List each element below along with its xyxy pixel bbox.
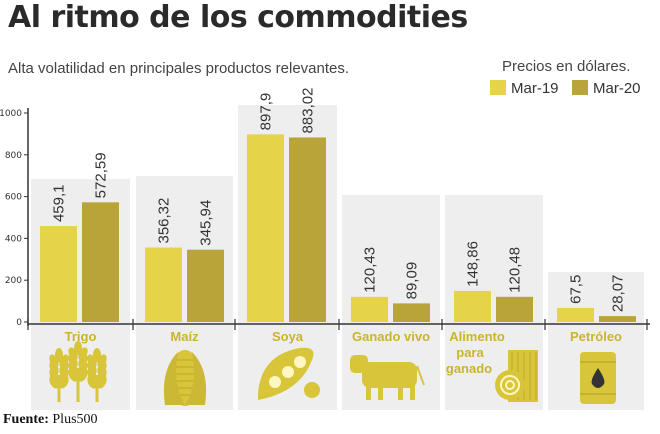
oil-barrel-icon	[580, 352, 616, 404]
wheat-grain-0-3b	[59, 375, 69, 389]
corn-husk-left	[163, 352, 185, 405]
bar-value-label-4-0: 148,86	[465, 241, 482, 287]
soybean-icon	[258, 347, 320, 400]
y-tick-label-3: 600	[5, 193, 22, 203]
wheat-tip-1	[74, 341, 82, 355]
y-tick-label-4: 800	[5, 151, 22, 161]
wheat-grain-0-3a	[49, 375, 59, 389]
hay-roll-ring-2	[505, 380, 515, 390]
bar-value-label-5-1: 28,07	[610, 275, 627, 313]
wheat-grain-1-3a	[68, 368, 78, 382]
y-tick-label-1: 200	[5, 276, 22, 286]
bar-value-label-5-0: 67,5	[568, 275, 585, 304]
bar-2-1	[289, 137, 326, 322]
chart-subtitle: Alta volatilidad en principales producto…	[8, 60, 350, 77]
legend-item-mar19: Mar-19	[490, 80, 559, 97]
wheat-tip-0	[55, 348, 63, 362]
source-label: Fuente:	[3, 412, 49, 427]
cow-head	[350, 355, 368, 373]
bar-0-0	[40, 226, 77, 322]
bar-value-label-3-1: 89,09	[404, 262, 421, 300]
category-label-0: Trigo	[65, 329, 97, 344]
cow-leg-1	[366, 384, 371, 400]
legend-label-mar19: Mar-19	[511, 80, 559, 97]
bar-value-label-4-1: 120,48	[507, 247, 524, 293]
category-label-5: Petróleo	[570, 329, 622, 344]
legend-swatch-mar19	[490, 80, 506, 95]
bar-value-label-0-0: 459,1	[51, 185, 68, 223]
bar-1-0	[145, 247, 182, 322]
cow-leg-3	[398, 384, 403, 400]
bar-4-1	[496, 296, 533, 322]
hay-roll-ring-1	[500, 375, 520, 395]
y-tick-label-0: 0	[16, 318, 22, 328]
bar-4-0	[454, 290, 491, 322]
y-tick-label-2: 400	[5, 234, 22, 244]
bar-5-0	[557, 307, 594, 322]
bar-value-label-1-0: 356,32	[156, 198, 173, 244]
category-label-3: Ganado vivo	[352, 329, 430, 344]
category-label-2: Soya	[272, 329, 304, 344]
bar-1-1	[187, 249, 224, 322]
category-label-1: Maíz	[170, 329, 199, 344]
legend-item-mar20: Mar-20	[572, 80, 641, 97]
bar-value-label-3-0: 120,43	[362, 247, 379, 293]
bar-value-label-0-1: 572,59	[93, 152, 110, 198]
wheat-tip-2	[93, 348, 101, 362]
legend-swatch-mar20	[572, 80, 588, 95]
oil-drop	[591, 368, 605, 388]
bar-3-0	[351, 296, 388, 322]
corn-husk-right	[185, 352, 207, 405]
corn-icon	[163, 350, 207, 406]
bar-value-label-2-1: 883,02	[300, 88, 317, 134]
cattle-icon	[350, 355, 425, 400]
bar-0-1	[82, 202, 119, 322]
cow-tail	[416, 365, 425, 386]
wheat-icon	[49, 341, 107, 402]
cow-leg-2	[378, 384, 383, 400]
wheat-grain-1-3b	[78, 368, 88, 382]
price-note: Precios en dólares.	[502, 58, 631, 75]
y-tick-label-5: 1000	[0, 109, 22, 119]
soy-bean-3	[294, 356, 306, 368]
wheat-grain-2-3b	[97, 375, 107, 389]
soy-bean-2	[282, 366, 294, 378]
bar-value-label-2-0: 897,9	[258, 93, 275, 131]
hay-bale-icon	[495, 350, 538, 402]
category-label-4-1: para	[456, 345, 484, 360]
chart-title: Al ritmo de los commodities	[8, 0, 468, 35]
category-label-4-0: Alimento	[449, 329, 505, 344]
wheat-grain-2-3a	[87, 375, 97, 389]
bar-5-1	[599, 316, 636, 322]
hay-roll	[495, 370, 525, 400]
legend-label-mar20: Mar-20	[593, 80, 641, 97]
soy-bean-loose	[304, 382, 320, 398]
cow-leg-4	[410, 384, 415, 400]
bar-value-label-1-1: 345,94	[198, 200, 215, 246]
source-value: Plus500	[52, 412, 98, 427]
bar-chart: 0 200 400 600 800 1000 459,1 572,59 356,32 345,94…	[0, 88, 650, 410]
cow-body	[362, 362, 417, 388]
soy-bean-1	[269, 376, 281, 388]
bar-3-1	[393, 303, 430, 322]
bar-2-0	[247, 134, 284, 322]
source-note: Fuente: Plus500	[3, 412, 98, 428]
category-label-4-2: ganado	[446, 361, 492, 376]
